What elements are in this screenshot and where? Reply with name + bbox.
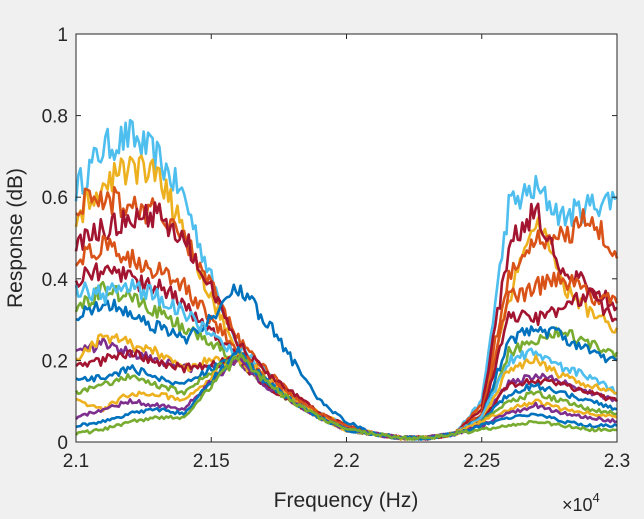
x-exponent-label: ×104 [562,490,600,515]
x-axis-ticks: 2.1 2.15 2.2 2.25 2.3 [63,34,630,472]
x-tick-label: 2.15 [193,451,230,472]
series-layer [74,118,619,441]
plot-area [76,34,617,442]
y-axis-ticks: 0 0.2 0.4 0.6 0.8 1 [42,25,617,454]
x-tick-label: 2.1 [63,451,89,472]
series-line-17 [75,346,618,441]
y-tick-label: 0.8 [42,107,68,128]
y-axis-label: Response (dB) [4,168,27,308]
series-line-18 [75,352,618,441]
y-tick-label: 0.6 [42,188,68,209]
x-exponent-base: ×10 [562,495,593,515]
x-tick-label: 2.2 [333,451,359,472]
x-exponent-power: 4 [593,490,600,505]
y-tick-label: 1 [57,25,68,46]
x-tick-label: 2.3 [604,451,630,472]
series-line-5 [74,234,619,441]
x-axis-label: Frequency (Hz) [274,489,419,512]
y-tick-label: 0 [57,433,68,454]
series-line-8 [75,283,618,441]
x-tick-label: 2.25 [463,451,500,472]
y-tick-label: 0.4 [42,270,69,291]
y-tick-label: 0.2 [42,351,68,372]
